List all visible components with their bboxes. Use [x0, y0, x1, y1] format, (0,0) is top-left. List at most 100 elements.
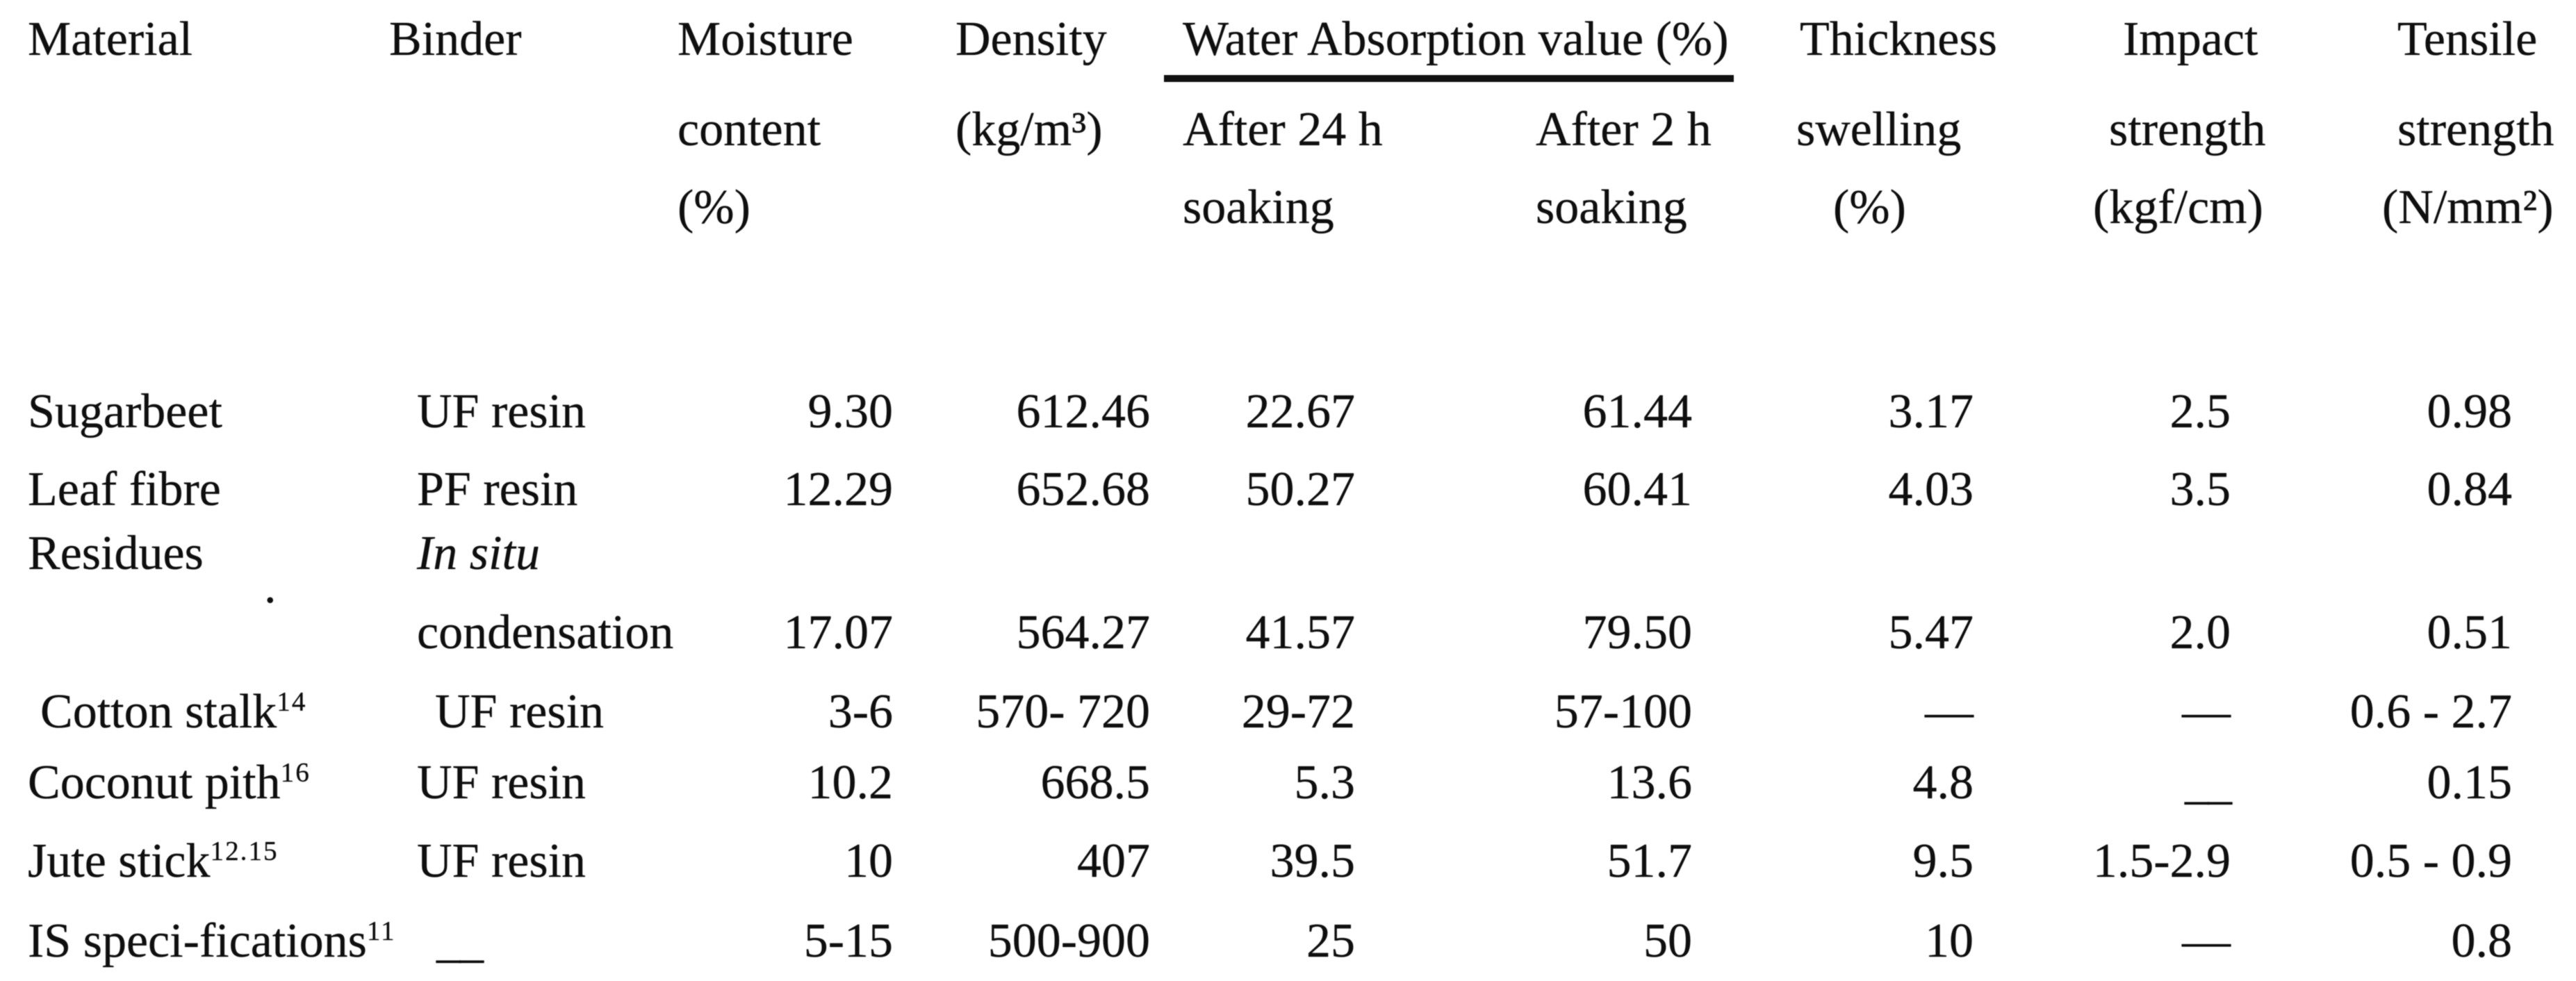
column-header-moisture-unit: (%)	[678, 181, 750, 234]
material-label: Cotton stalk	[40, 685, 277, 739]
cell-water-absorption-24h: 39.5	[1270, 834, 1356, 888]
cell-thickness-swelling: —	[1925, 685, 1974, 739]
column-header-after-2h-line2: soaking	[1536, 181, 1687, 234]
column-header-tensile-unit: (N/mm²)	[2382, 181, 2554, 234]
table-row: IS speci-fications11 __ 5-15 500-900 25 …	[0, 917, 2576, 981]
column-header-impact-unit: (kgf/cm)	[2093, 181, 2263, 234]
column-header-water-absorption-group: Water Absorption value (%)	[1183, 13, 1729, 66]
cell-tensile-strength: 0.5 - 0.9	[2349, 834, 2512, 888]
cell-moisture-content: 3-6	[828, 685, 893, 739]
material-label: Coconut pith	[28, 756, 281, 809]
table-row: Sugarbeet UF resin 9.30 612.46 22.67 61.…	[0, 388, 2576, 452]
cell-material: Residues	[28, 529, 389, 578]
cell-moisture-content: 10	[844, 834, 893, 888]
material-reference-superscript: 12.15	[210, 836, 279, 866]
cell-water-absorption-2h: 51.7	[1607, 834, 1693, 888]
cell-tensile-strength: 0.8	[2451, 914, 2513, 968]
cell-density: 612.46	[1016, 385, 1151, 438]
table-row: condensation 17.07 564.27 41.57 79.50 5.…	[0, 609, 2576, 673]
material-label: Residues	[28, 527, 204, 580]
cell-density: 668.5	[1040, 756, 1151, 809]
cell-water-absorption-24h: 50.27	[1245, 463, 1356, 516]
column-header-density: Density	[955, 13, 1107, 66]
cell-binder: In situ	[417, 527, 540, 580]
cell-impact-strength: 2.0	[2169, 606, 2231, 659]
cell-tensile-strength: 0.51	[2427, 606, 2513, 659]
cell-binder: __	[436, 914, 484, 968]
material-reference-superscript: 11	[366, 916, 396, 946]
cell-thickness-swelling: 4.8	[1912, 756, 1974, 809]
cell-density: 570- 720	[976, 685, 1150, 739]
material-reference-superscript: 16	[280, 757, 311, 788]
cell-water-absorption-24h: 22.67	[1245, 385, 1356, 438]
cell-binder: UF resin	[417, 756, 586, 809]
column-header-material: Material	[28, 13, 193, 66]
cell-binder: PF resin	[417, 463, 578, 516]
cell-binder: UF resin	[435, 685, 605, 739]
cell-material: Cotton stalk14	[40, 688, 402, 736]
cell-binder: UF resin	[417, 834, 586, 888]
stray-dot-mark: .	[264, 560, 277, 613]
cell-impact-strength: 1.5-2.9	[2092, 834, 2231, 888]
column-header-after-24h-line2: soaking	[1183, 181, 1334, 234]
cell-material: IS speci-fications11	[28, 914, 395, 968]
column-header-moisture-line2: content	[678, 103, 821, 156]
cell-density: 500-900	[987, 914, 1150, 968]
cell-water-absorption-24h: 25	[1306, 914, 1355, 968]
cell-material: Coconut pith16	[28, 759, 389, 807]
cell-impact-strength: 2.5	[2169, 385, 2231, 438]
cell-binder: UF resin	[417, 385, 586, 438]
water-absorption-underline	[1164, 75, 1734, 82]
table-row: Residues In situ	[0, 529, 2576, 593]
material-reference-superscript: 14	[277, 686, 307, 717]
cell-material: Leaf fibre	[28, 465, 389, 514]
table-row: Cotton stalk14 UF resin 3-6 570- 720 29-…	[0, 688, 2576, 752]
cell-water-absorption-2h: 50	[1643, 914, 1692, 968]
cell-thickness-swelling: 10	[1925, 914, 1974, 968]
cell-water-absorption-2h: 13.6	[1607, 756, 1693, 809]
material-label: Leaf fibre	[28, 463, 221, 516]
cell-thickness-swelling: 4.03	[1888, 463, 1974, 516]
table-row: Leaf fibre PF resin 12.29 652.68 50.27 6…	[0, 465, 2576, 529]
cell-density: 652.68	[1016, 463, 1151, 516]
cell-impact-strength: 3.5	[2169, 463, 2231, 516]
cell-moisture-content: 17.07	[783, 606, 894, 659]
cell-water-absorption-24h: 29-72	[1241, 685, 1355, 739]
cell-material: Jute stick12.15	[28, 837, 389, 886]
cell-impact-strength: —	[2182, 685, 2231, 739]
cell-water-absorption-24h: 5.3	[1294, 756, 1356, 809]
cell-tensile-strength: 0.98	[2427, 385, 2513, 438]
cell-water-absorption-2h: 61.44	[1582, 385, 1693, 438]
column-header-impact: Impact	[2123, 13, 2258, 66]
table-row: Coconut pith16 UF resin 10.2 668.5 5.3 1…	[0, 759, 2576, 823]
column-header-after-24h: After 24 h	[1183, 103, 1383, 156]
column-header-tensile-line2: strength	[2397, 103, 2554, 156]
column-header-binder: Binder	[389, 13, 522, 66]
cell-impact-strength: __	[2185, 756, 2232, 809]
column-header-moisture: Moisture	[678, 13, 853, 66]
column-header-density-unit: (kg/m³)	[955, 103, 1103, 156]
column-header-thickness: Thickness	[1800, 13, 1997, 66]
column-header-after-2h: After 2 h	[1536, 103, 1712, 156]
column-header-impact-line2: strength	[2109, 103, 2266, 156]
cell-water-absorption-24h: 41.57	[1245, 606, 1356, 659]
cell-material: Sugarbeet	[28, 388, 389, 436]
cell-thickness-swelling: 3.17	[1888, 385, 1974, 438]
cell-thickness-swelling: 9.5	[1912, 834, 1974, 888]
cell-water-absorption-2h: 79.50	[1582, 606, 1693, 659]
column-header-thickness-unit: (%)	[1833, 181, 1906, 234]
cell-binder: condensation	[417, 606, 674, 659]
cell-tensile-strength: 0.84	[2427, 463, 2513, 516]
material-label: IS speci-fications	[28, 914, 367, 968]
cell-density: 564.27	[1016, 606, 1151, 659]
cell-density: 407	[1077, 834, 1150, 888]
cell-moisture-content: 10.2	[807, 756, 894, 809]
material-label: Sugarbeet	[28, 385, 222, 438]
cell-water-absorption-2h: 57-100	[1554, 685, 1692, 739]
column-header-thickness-line2: swelling	[1796, 103, 1962, 156]
cell-moisture-content: 5-15	[803, 914, 893, 968]
cell-impact-strength: —	[2182, 914, 2231, 968]
cell-moisture-content: 9.30	[807, 385, 894, 438]
cell-thickness-swelling: 5.47	[1888, 606, 1974, 659]
